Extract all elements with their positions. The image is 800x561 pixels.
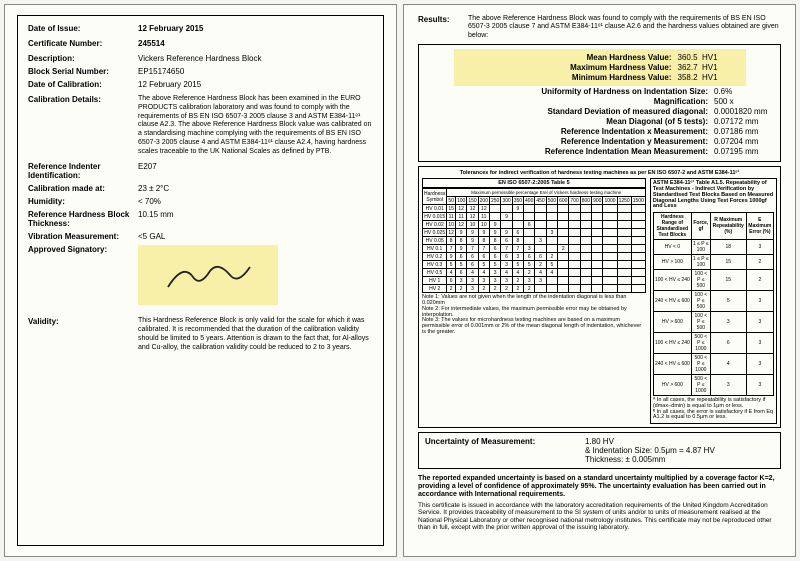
desc: Vickers Reference Hardness Block [138,54,373,63]
cert-num: 245514 [138,39,373,48]
refy: 0.07204 mm [714,137,774,146]
mean-label: Mean Hardness Value: [462,53,672,62]
sd-label: Standard Deviation of measured diagonal: [498,107,708,116]
left-page: Date of Issue:12 February 2015 Certifica… [4,4,397,557]
cal-details: The above Reference Hardness Block has b… [138,95,373,156]
mag: 500 x [714,97,774,106]
tolerance-box: Tolerances for indirect verification of … [418,166,781,428]
max-unit: HV1 [702,63,718,72]
indenter: E207 [138,162,373,180]
signature-box [138,245,278,305]
date-issue-label: Date of Issue: [28,24,138,33]
tol-right: ASTM E384-11ᵉ¹ Table A1.5. Repeatability… [650,178,777,424]
humidity: < 70% [138,197,373,206]
humidity-label: Humidity: [28,197,138,206]
mag-label: Magnification: [498,97,708,106]
max-label: Maximum Hardness Value: [462,63,672,72]
mean-unit: HV1 [702,53,718,62]
sd: 0.0001820 mm [714,107,774,116]
temp: 23 ± 2°C [138,184,373,193]
tolerance-table: Hardness SymbolMaximum permissible perce… [422,188,646,293]
right-page: Results:The above Reference Hardness Blo… [403,4,796,557]
refmean-label: Reference Indentation Mean Measurement: [498,147,708,156]
desc-label: Description: [28,54,138,63]
uom-label: Uncertainty of Measurement: [425,437,585,446]
uom-thick: Thickness: ± 0.005mm [425,455,774,464]
cert-num-label: Certificate Number: [28,39,138,48]
uom-indent: & Indentation Size: 0.5μm = 4.87 HV [425,446,774,455]
vibration: <5 GAL [138,232,373,241]
uom-box: Uncertainty of Measurement:1.80 HV & Ind… [418,432,781,469]
cal-details-label: Calibration Details: [28,95,138,156]
date-cal-label: Date of Calibration: [28,80,138,89]
serial: EP15174650 [138,67,373,76]
validity: This Hardness Reference Block is only va… [138,317,373,352]
astm-table: Hardness Range of Standardised Test Bloc… [653,212,774,396]
date-cal: 12 February 2015 [138,80,373,89]
tol-left: EN ISO 6507-2:2005 Table 5 Hardness Symb… [422,178,646,424]
tol-right-header: ASTM E384-11ᵉ¹ Table A1.5. Repeatability… [653,181,774,210]
astm-foot2: ᴮ In all cases, the error is satisfactor… [653,410,774,422]
tol-left-header: EN ISO 6507-2:2005 Table 5 [422,178,646,188]
indenter-label: Reference Indenter Identification: [28,162,138,180]
note3: Note 3: The values for microhardness tes… [422,318,646,335]
min-val: 358.2 [678,73,698,82]
results-box: Mean Hardness Value: 360.5 HV1 Maximum Ha… [418,44,781,162]
validity-label: Validity: [28,317,138,352]
vibration-label: Vibration Measurement: [28,232,138,241]
uniformity-label: Uniformity of Hardness on Indentation Si… [498,87,708,96]
highlighted-values: Mean Hardness Value: 360.5 HV1 Maximum Ha… [454,49,746,86]
max-val: 362.7 [678,63,698,72]
serial-label: Block Serial Number: [28,67,138,76]
results-label: Results: [418,15,468,40]
footer-small: This certificate is issued in accordance… [418,502,781,531]
meandiag: 0.07172 mm [714,117,774,126]
signatory-label: Approved Signatory: [28,245,138,307]
meandiag-label: Mean Diagonal (of 5 tests): [498,117,708,126]
date-issue: 12 February 2015 [138,24,373,33]
refx-label: Reference Indentation x Measurement: [498,127,708,136]
thickness: 10.15 mm [138,210,373,228]
refy-label: Reference Indentation y Measurement: [498,137,708,146]
thickness-label: Reference Hardness Block Thickness: [28,210,138,228]
min-unit: HV1 [702,73,718,82]
refmean: 0.07195 mm [714,147,774,156]
astm-foot1: ᴬ In all cases, the repeatability is sat… [653,398,774,410]
refx: 0.07186 mm [714,127,774,136]
tol-title: Tolerances for indirect verification of … [422,170,777,176]
uniformity: 0.6% [714,87,774,96]
uom-val: 1.80 HV [585,437,614,446]
results-intro: The above Reference Hardness Block was f… [468,15,781,40]
footer-bold: The reported expanded uncertainty is bas… [418,475,781,499]
mean-val: 360.5 [678,53,698,62]
left-inner: Date of Issue:12 February 2015 Certifica… [17,15,384,546]
temp-label: Calibration made at: [28,184,138,193]
min-label: Minimum Hardness Value: [462,73,672,82]
